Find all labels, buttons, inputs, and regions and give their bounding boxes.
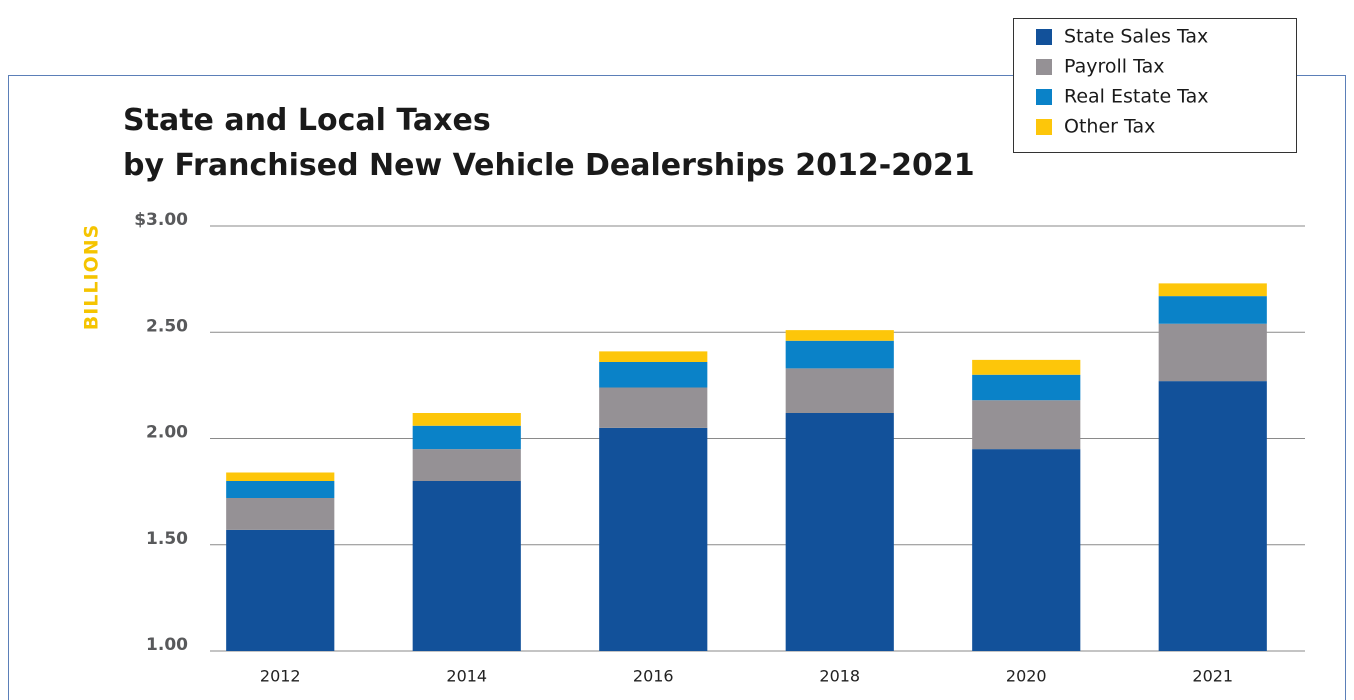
- bar-segment: [226, 481, 335, 498]
- x-tick-label: 2012: [260, 667, 301, 686]
- x-tick-label: 2014: [446, 667, 487, 686]
- bar-segment: [1158, 283, 1267, 297]
- chart-title: State and Local Taxes: [123, 103, 491, 138]
- bar-segment: [412, 449, 521, 481]
- y-tick-label: $3.00: [134, 210, 188, 230]
- legend-swatch: [1036, 89, 1052, 105]
- bar-segment: [226, 498, 335, 530]
- bar-segment: [599, 387, 708, 428]
- bar-segment: [599, 351, 708, 362]
- x-tick-label: 2016: [633, 667, 674, 686]
- y-tick-label: 1.00: [146, 635, 188, 655]
- chart-subtitle: by Franchised New Vehicle Dealerships 20…: [123, 148, 975, 183]
- bar-segment: [599, 427, 708, 651]
- bar-segment: [412, 481, 521, 651]
- x-tick-label: 2018: [819, 667, 860, 686]
- bar-segment: [226, 472, 335, 481]
- bar-segment: [412, 413, 521, 426]
- x-tick-label: 2020: [1006, 667, 1047, 686]
- bar-segment: [972, 449, 1081, 651]
- y-tick-label: 1.50: [146, 529, 188, 549]
- bar-segment: [785, 340, 894, 369]
- legend-label: State Sales Tax: [1064, 26, 1208, 48]
- bar-segment: [785, 330, 894, 341]
- legend-label: Real Estate Tax: [1064, 86, 1209, 108]
- y-tick-label: 2.00: [146, 423, 188, 443]
- bar-segment: [1158, 381, 1267, 651]
- bar-segment: [972, 359, 1081, 375]
- x-tick-label: 2021: [1192, 667, 1233, 686]
- bar-segment: [599, 362, 708, 388]
- legend-swatch: [1036, 119, 1052, 135]
- y-axis-label: BILLIONS: [81, 224, 103, 331]
- legend-label: Other Tax: [1064, 116, 1155, 138]
- bar-segment: [1158, 323, 1267, 382]
- bar-segment: [785, 368, 894, 413]
- bar-segment: [1158, 296, 1267, 324]
- bar-segment: [972, 374, 1081, 401]
- legend-label: Payroll Tax: [1064, 56, 1164, 78]
- legend-swatch: [1036, 59, 1052, 75]
- bar-segment: [972, 400, 1081, 450]
- bar-segment: [412, 425, 521, 450]
- legend-box: [1013, 18, 1297, 153]
- legend-swatch: [1036, 29, 1052, 45]
- bar-segment: [785, 413, 894, 651]
- y-tick-label: 2.50: [146, 316, 188, 336]
- bar-segment: [226, 529, 335, 651]
